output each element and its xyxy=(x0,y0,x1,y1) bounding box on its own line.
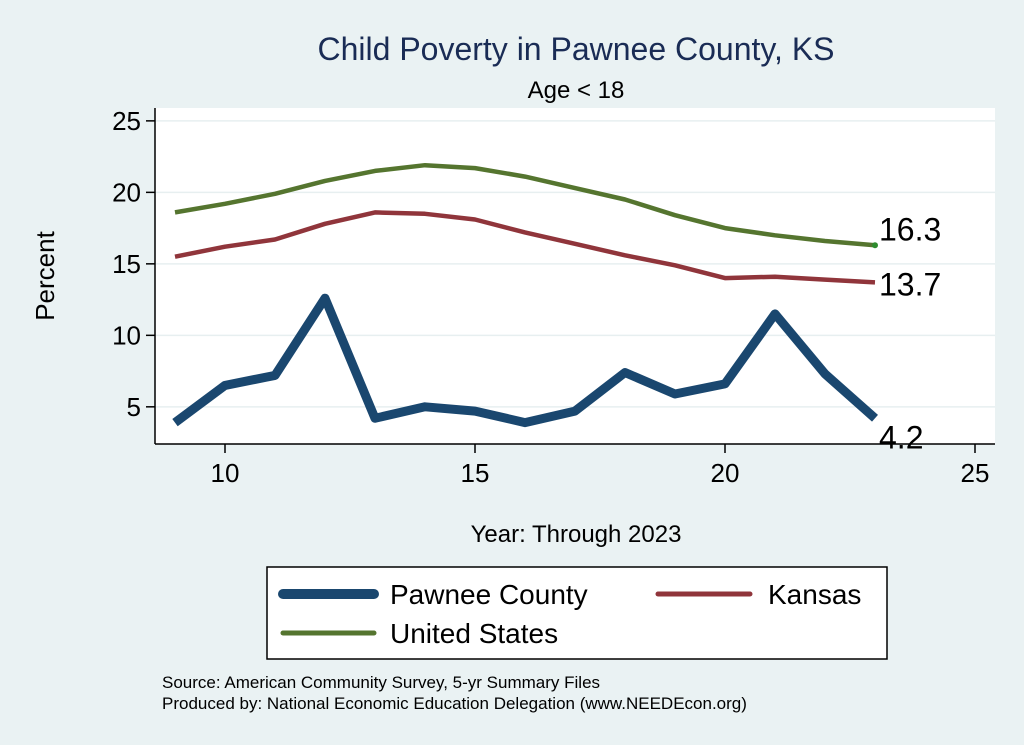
legend: Pawnee County Kansas United States xyxy=(266,566,888,660)
axes: 5 10 15 20 25 10 15 20 25 xyxy=(112,106,995,488)
series-line-kansas xyxy=(174,210,876,285)
series-layer xyxy=(172,162,878,428)
x-tick-label: 25 xyxy=(961,458,990,488)
chart-title: Child Poverty in Pawnee County, KS xyxy=(318,31,835,67)
x-tick-label: 20 xyxy=(711,458,740,488)
end-labels: 4.2 13.7 16.3 xyxy=(879,211,941,455)
y-tick-label: 20 xyxy=(112,177,141,207)
chart-subtitle: Age < 18 xyxy=(528,77,625,104)
x-tick-label: 15 xyxy=(461,458,490,488)
legend-label-kansas: Kansas xyxy=(768,579,861,610)
x-tick-label: 10 xyxy=(211,458,240,488)
y-tick-label: 15 xyxy=(112,249,141,279)
y-axis-label: Percent xyxy=(30,230,60,320)
x-axis-label: Year: Through 2023 xyxy=(471,521,682,548)
producer-note: Produced by: National Economic Education… xyxy=(162,694,747,713)
plot-area xyxy=(155,108,995,444)
y-tick-label: 10 xyxy=(112,320,141,350)
legend-label-united-states: United States xyxy=(390,618,558,649)
series-line-united-states xyxy=(174,162,876,248)
series-end-marker-united-states xyxy=(872,242,878,249)
source-note: Source: American Community Survey, 5-yr … xyxy=(162,673,600,692)
y-tick-label: 25 xyxy=(112,106,141,136)
legend-box xyxy=(266,566,888,660)
legend-label-pawnee-county: Pawnee County xyxy=(390,579,588,610)
series-line-pawnee-county xyxy=(172,293,878,428)
end-label-kansas: 13.7 xyxy=(879,266,941,302)
grid-lines xyxy=(155,120,995,408)
end-label-pawnee-county: 4.2 xyxy=(879,419,923,455)
end-label-united-states: 16.3 xyxy=(879,211,941,247)
y-tick-label: 5 xyxy=(127,392,141,422)
